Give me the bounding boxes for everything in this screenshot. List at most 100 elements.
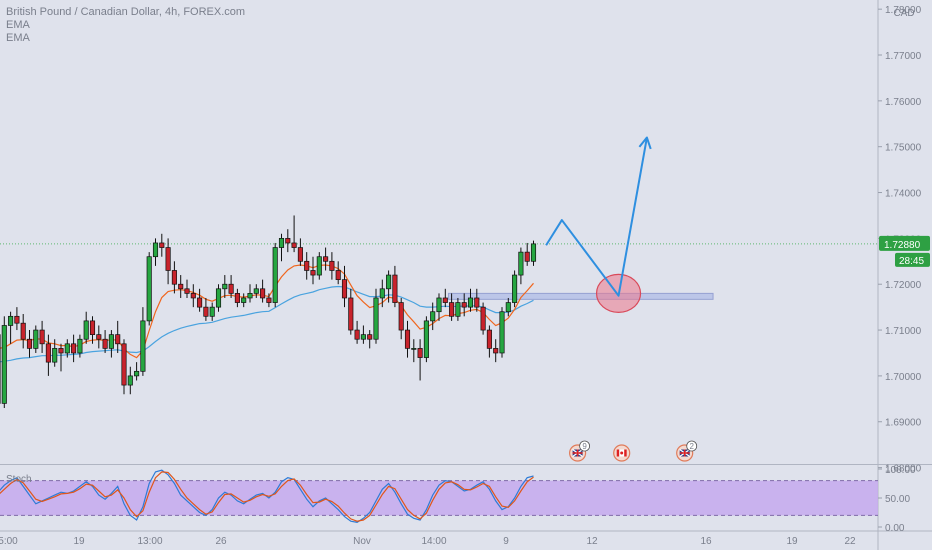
candle-body [58, 348, 64, 354]
candle-body [398, 302, 404, 331]
candle-body [291, 242, 297, 248]
candle-body [26, 338, 33, 349]
candle-body [423, 320, 429, 358]
candle-body [222, 283, 228, 290]
candle-body [52, 348, 58, 363]
candle-body [171, 270, 177, 285]
candle-body [209, 306, 215, 317]
candle-body [404, 329, 411, 349]
candle-body [379, 288, 385, 299]
price-tick-label: 1.68000 [885, 464, 922, 475]
candle-body [304, 260, 310, 271]
candle-body [530, 243, 537, 262]
candle-body [33, 329, 39, 349]
chart-legend: British Pound / Canadian Dollar, 4h, FOR… [6, 6, 245, 45]
candle-body [505, 302, 511, 313]
candle-body [493, 348, 499, 354]
candle-body [354, 329, 360, 340]
event-count-badge [686, 440, 698, 452]
event-count: 9 [582, 442, 587, 451]
candle-body [348, 297, 354, 331]
candle-body [178, 283, 184, 290]
candle-body [89, 320, 96, 335]
forecast-arrowhead [638, 136, 652, 150]
candle-body [215, 288, 222, 308]
time-tick-label: 19 [786, 536, 798, 547]
candle-body [39, 329, 45, 345]
time-tick-label: 22 [844, 536, 856, 547]
countdown-label: 28:45 [899, 256, 924, 267]
candle-body [392, 274, 398, 303]
candle-body [310, 270, 316, 276]
time-tick-label: 14:00 [421, 536, 446, 547]
ca-flag-icon [620, 451, 624, 455]
event-count-badge [579, 440, 590, 452]
candle-body [278, 238, 285, 248]
candle-body [253, 288, 259, 294]
candle-body [329, 260, 335, 271]
candle-body [436, 297, 442, 313]
time-tick-label: Nov [353, 536, 371, 547]
candle-body [96, 334, 102, 340]
candle-body [20, 322, 26, 340]
candle-body [184, 288, 190, 294]
candle-body [140, 320, 146, 372]
candle-body [518, 251, 524, 276]
candle-body [115, 334, 121, 345]
candle-body [203, 306, 209, 317]
candle-body [45, 343, 51, 363]
candle-body [467, 297, 474, 308]
candle-body [197, 297, 203, 308]
stoch-d-line [0, 471, 534, 522]
candle-body [165, 247, 171, 271]
candle-body [247, 293, 253, 299]
candle-body [411, 348, 417, 350]
candle-body [373, 297, 379, 340]
candle-body [486, 329, 492, 349]
price-tick-label: 1.77000 [885, 51, 922, 62]
price-tick-label: 1.76000 [885, 97, 922, 108]
candle-body [134, 370, 140, 377]
candle-body [146, 256, 152, 322]
candle-body [442, 297, 448, 303]
candle-body [285, 238, 291, 244]
candle-body [14, 315, 20, 324]
stoch-tick-label: 50.00 [885, 494, 910, 505]
candle-body [449, 302, 455, 317]
time-tick-label: 5:00 [0, 536, 18, 547]
countdown-badge [895, 252, 930, 267]
symbol-title[interactable]: British Pound / Canadian Dollar, 4h, FOR… [6, 6, 246, 18]
price-tick-label: 1.72000 [885, 280, 922, 291]
ema-fast-label[interactable]: EMA [6, 19, 30, 31]
ema-slow-label[interactable]: EMA [6, 32, 30, 44]
price-tick-label: 1.71000 [885, 326, 922, 337]
candle-body [266, 297, 272, 303]
price-tick-label: 1.70000 [885, 372, 922, 383]
candle-body [234, 293, 240, 303]
candle-body [83, 320, 89, 340]
candle-body [241, 297, 247, 303]
ema-slow-line [0, 285, 534, 363]
candle-body [335, 270, 341, 280]
support-zone [447, 292, 714, 300]
main-pane [0, 0, 878, 463]
stoch-tick-label: 0.00 [885, 523, 905, 534]
time-tick-label: 26 [215, 536, 227, 547]
candle-body [430, 311, 436, 322]
time-tick-label: 9 [503, 536, 509, 547]
time-tick-label: 16 [700, 536, 712, 547]
candle-body [455, 302, 461, 317]
candle-body [480, 306, 486, 331]
forecast-path [545, 137, 648, 297]
time-tick-label: 12 [586, 536, 598, 547]
candle-body [159, 242, 165, 248]
stoch-band [0, 480, 878, 516]
ema-fast-line [0, 264, 534, 359]
candle-body [190, 293, 196, 299]
candle-body [77, 338, 83, 354]
candle-body [8, 315, 14, 326]
candle-body [297, 247, 303, 262]
candle-body [260, 288, 266, 299]
candle-body [64, 343, 70, 354]
